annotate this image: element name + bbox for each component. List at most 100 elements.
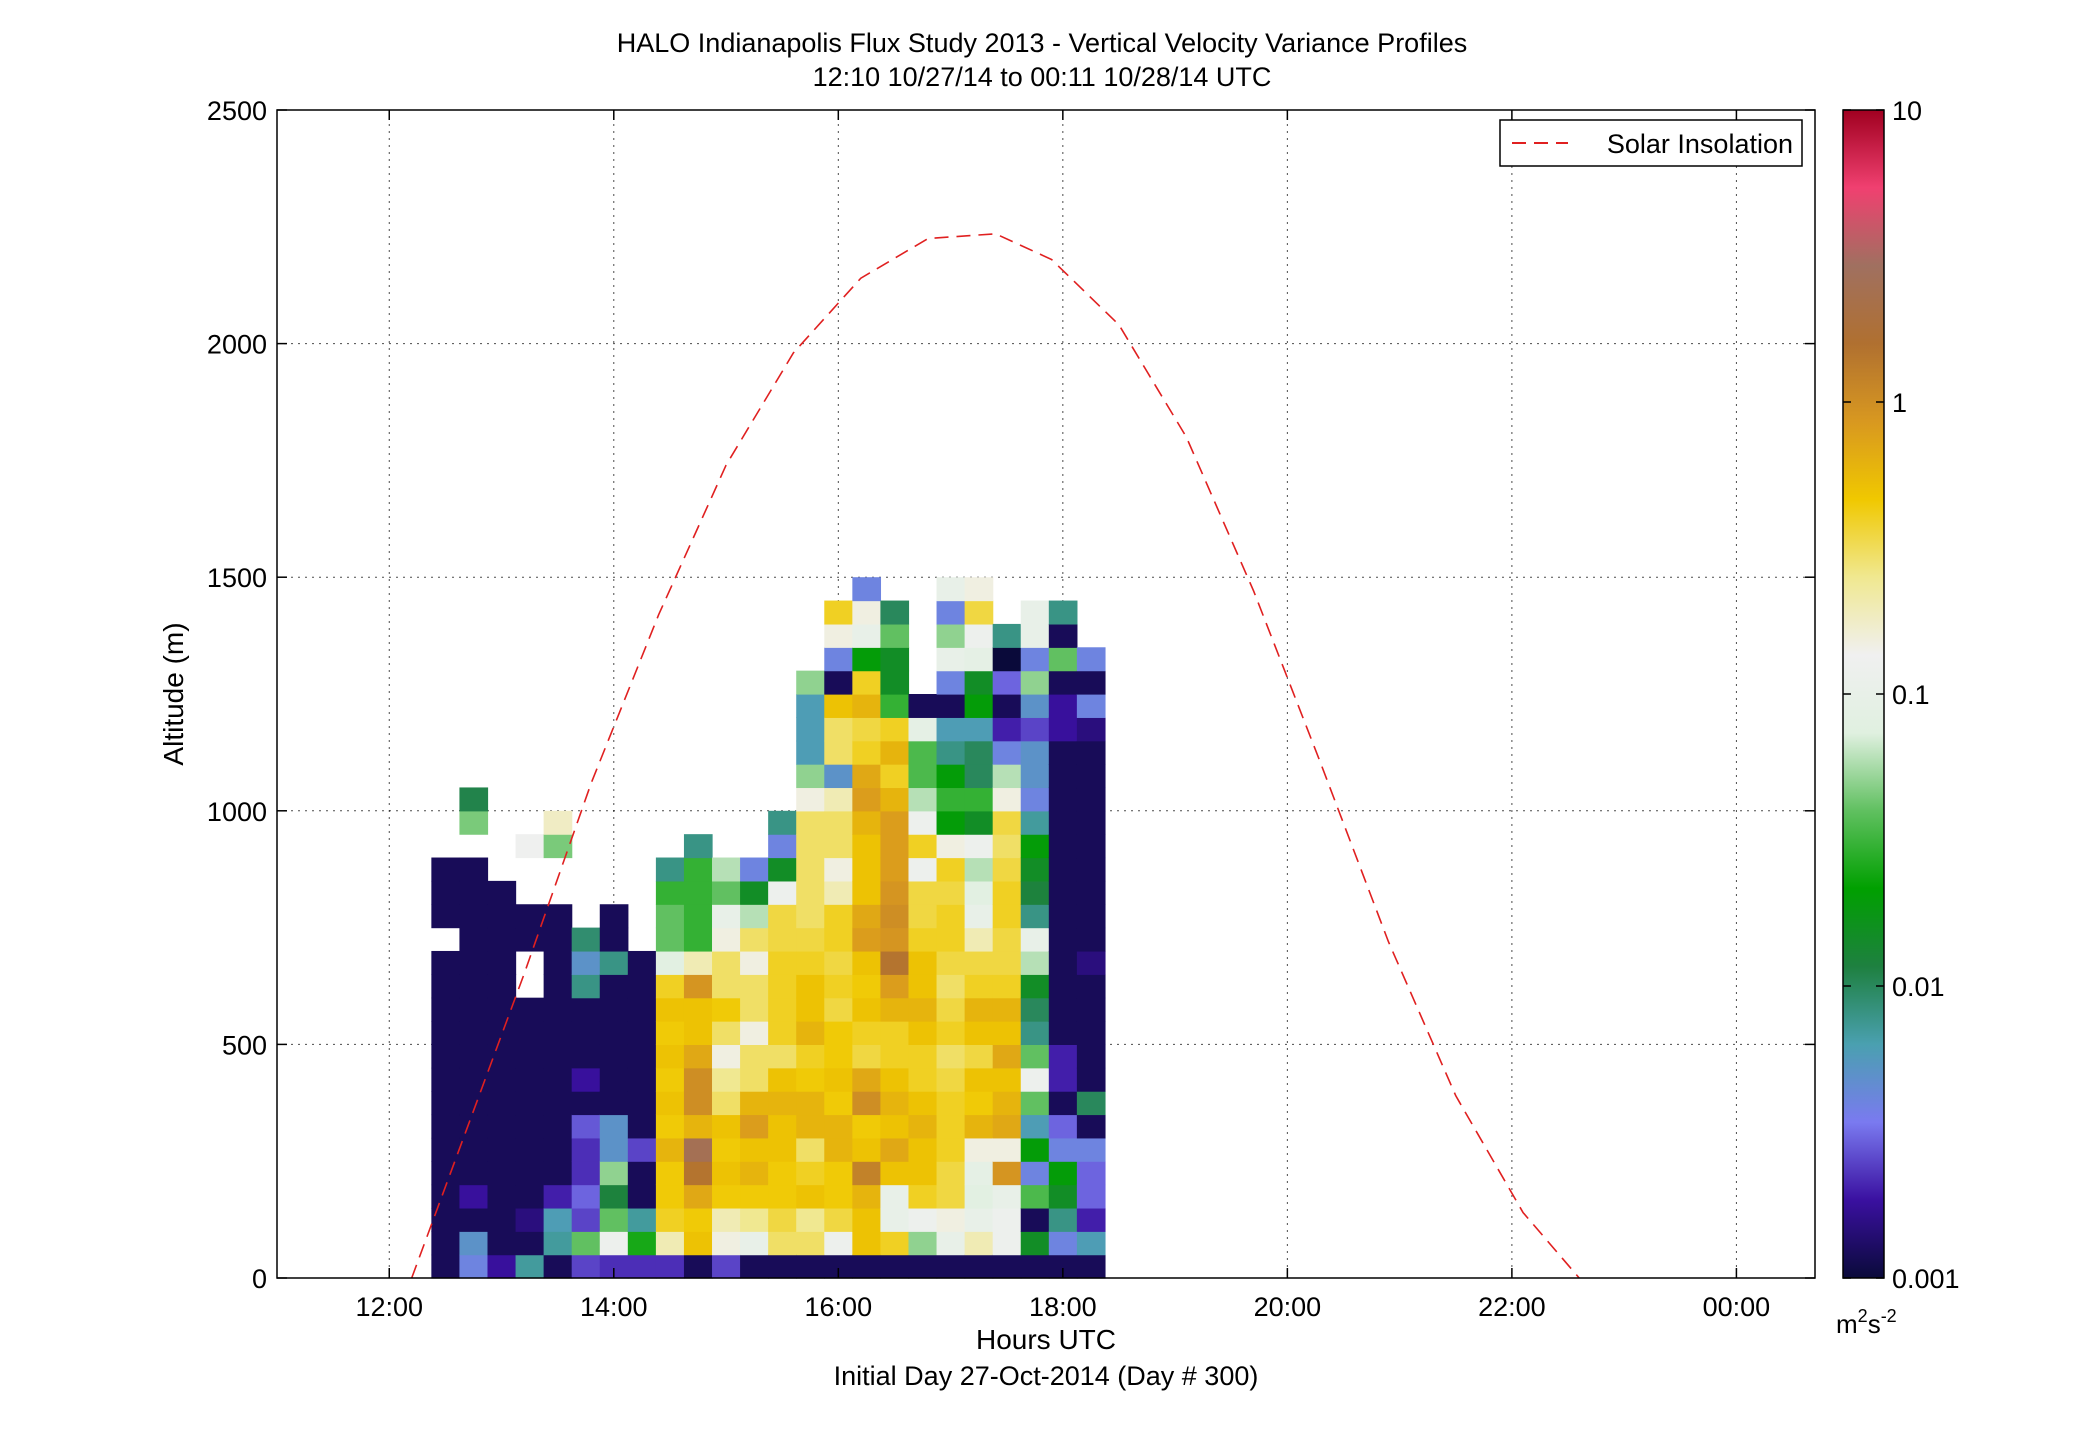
heatmap-cell (880, 787, 910, 812)
heatmap-cell (880, 974, 910, 999)
heatmap-cell (768, 997, 797, 1022)
colorbar-unit-sup2: -2 (1881, 1306, 1897, 1326)
heatmap-cell (1048, 1184, 1078, 1209)
heatmap-cell (908, 880, 938, 905)
heatmap-cell (992, 1114, 1022, 1139)
legend-label-solar-insolation: Solar Insolation (1607, 129, 1793, 159)
y-tick-label: 1500 (207, 563, 267, 593)
heatmap-cell (964, 927, 994, 952)
heatmap-cell (1020, 1184, 1050, 1209)
heatmap-cell (627, 1044, 657, 1069)
heatmap-cell (964, 647, 994, 672)
heatmap-cell (824, 1231, 853, 1256)
heatmap-cell (655, 1207, 685, 1232)
solar-curve-group (410, 232, 1580, 1279)
heatmap-cell (655, 857, 685, 882)
heatmap-cell (824, 810, 853, 835)
heatmap-cell (880, 880, 910, 905)
heatmap-cell (599, 1067, 629, 1092)
heatmap-cell (1048, 1114, 1078, 1139)
heatmap-cell (1076, 1254, 1106, 1279)
heatmap-cell (880, 647, 910, 672)
heatmap-cell (908, 1067, 938, 1092)
heatmap-cell (992, 1161, 1022, 1186)
heatmap-cell (852, 787, 882, 812)
heatmap-cell (964, 1091, 994, 1116)
heatmap-cell (936, 740, 966, 765)
heatmap-cell (852, 1137, 882, 1162)
heatmap-cell (936, 647, 966, 672)
heatmap-cell (824, 857, 853, 882)
legend-box (1499, 119, 1803, 167)
heatmap-cell (1048, 810, 1078, 835)
heatmap-cell (599, 1254, 629, 1279)
heatmap-cell (824, 834, 853, 859)
heatmap-cell (1020, 1044, 1050, 1069)
heatmap-cell (1020, 834, 1050, 859)
heatmap-cell (936, 764, 966, 789)
heatmap-cell (683, 927, 713, 952)
heatmap-cell (543, 834, 573, 859)
heatmap-cell (712, 1091, 741, 1116)
heatmap-cell (908, 1044, 938, 1069)
heatmap-cell (992, 1184, 1022, 1209)
heatmap-cell (740, 1044, 769, 1069)
heatmap-cell (936, 1021, 966, 1045)
heatmap-cell (936, 810, 966, 835)
heatmap-cell (599, 927, 629, 952)
heatmap-cell (740, 880, 769, 905)
heatmap-cell (880, 1067, 910, 1092)
heatmap-cell (936, 670, 966, 695)
heatmap-cell (908, 1231, 938, 1256)
heatmap-cell (1048, 997, 1078, 1022)
heatmap-cell (431, 974, 461, 999)
heatmap-cell (1048, 694, 1078, 718)
colorbar-unit: m2s-2 (1836, 1306, 1897, 1339)
heatmap-cell (459, 810, 489, 835)
heatmap-cell (683, 1021, 713, 1045)
heatmap-cell (1048, 927, 1078, 952)
heatmap-cell (964, 1114, 994, 1139)
heatmap-cell (964, 670, 994, 695)
heatmap-cell (515, 1161, 545, 1186)
heatmap-cell (768, 927, 797, 952)
heatmap-cell (852, 927, 882, 952)
heatmap-cell (1048, 1161, 1078, 1186)
heatmap-cell (964, 764, 994, 789)
heatmap-cell (768, 1044, 797, 1069)
heatmap-cell (515, 1114, 545, 1139)
heatmap-cell (1020, 764, 1050, 789)
heatmap-cell (964, 904, 994, 929)
heatmap-cell (880, 810, 910, 835)
heatmap-cell (992, 764, 1022, 789)
heatmap-cell (796, 670, 825, 695)
heatmap-cell (740, 857, 769, 882)
heatmap-cell (796, 950, 825, 975)
heatmap-cell (964, 1021, 994, 1045)
colorbar-tick-label: 0.1 (1892, 680, 1930, 710)
heatmap-cell (908, 810, 938, 835)
heatmap-cell (880, 764, 910, 789)
heatmap-cell (880, 670, 910, 695)
heatmap-cell (1020, 974, 1050, 999)
heatmap-cell (992, 787, 1022, 812)
heatmap-cell (964, 974, 994, 999)
heatmap-cell (1076, 1114, 1106, 1139)
heatmap-cell (683, 1184, 713, 1209)
colorbar-tick-label: 0.001 (1892, 1264, 1960, 1294)
heatmap-cell (964, 1161, 994, 1186)
heatmap-cell (1076, 974, 1106, 999)
heatmap-cell (1020, 997, 1050, 1022)
heatmap-cell (712, 1044, 741, 1069)
heatmap-cell (431, 857, 461, 882)
heatmap-cell (1020, 1114, 1050, 1139)
heatmap-cell (992, 694, 1022, 718)
x-tick-label: 00:00 (1703, 1292, 1771, 1322)
heatmap-cell (1048, 880, 1078, 905)
heatmap-cell (824, 927, 853, 952)
heatmap-cell (627, 1091, 657, 1116)
heatmap-cell (880, 600, 910, 625)
heatmap-cell (824, 880, 853, 905)
heatmap-cell (964, 1184, 994, 1209)
